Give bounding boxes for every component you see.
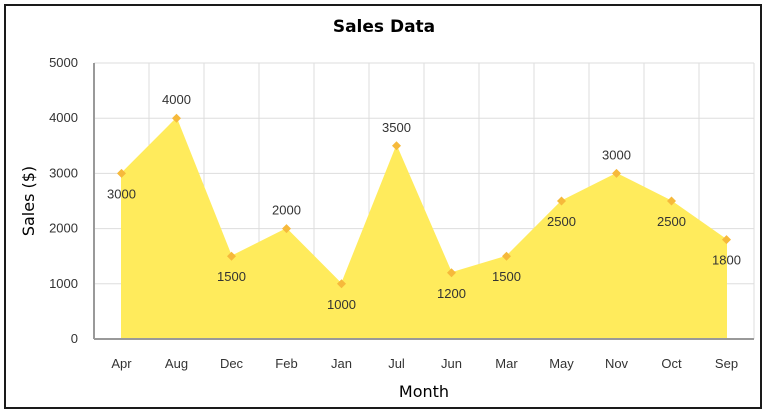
data-point-marker <box>667 196 676 206</box>
x-tick-label: Oct <box>661 356 682 371</box>
x-tick-label: Dec <box>220 356 244 371</box>
data-point-marker <box>172 113 181 123</box>
data-label: 4000 <box>162 92 191 107</box>
y-tick-label: 2000 <box>49 221 78 236</box>
y-tick-label: 0 <box>71 331 78 346</box>
x-tick-label: Jul <box>388 356 405 371</box>
y-tick-label: 4000 <box>49 110 78 125</box>
x-tick-label: Aug <box>165 356 188 371</box>
data-label: 1000 <box>327 297 356 312</box>
x-axis-title: Month <box>399 382 449 401</box>
y-axis-title: Sales ($) <box>19 166 38 236</box>
data-point-marker <box>392 141 401 151</box>
y-tick-label: 3000 <box>49 165 78 180</box>
data-point-marker <box>612 168 621 178</box>
data-point-marker <box>502 251 511 261</box>
y-tick-label: 1000 <box>49 276 78 291</box>
chart-title: Sales Data <box>332 17 436 37</box>
data-point-marker <box>722 235 731 245</box>
data-label: 3000 <box>602 147 631 162</box>
data-label: 2000 <box>272 203 301 218</box>
data-label: 3500 <box>382 120 411 135</box>
data-markers <box>117 113 731 289</box>
y-tick-labels: 0 1000 2000 3000 4000 5000 <box>49 55 78 346</box>
x-tick-label: Feb <box>275 356 297 371</box>
x-tick-label: Mar <box>495 356 518 371</box>
x-tick-label: Apr <box>111 356 132 371</box>
y-tick-label: 5000 <box>49 55 78 70</box>
data-label: 3000 <box>107 186 136 201</box>
data-label: 2500 <box>547 214 576 229</box>
data-point-marker <box>557 196 566 206</box>
data-point-marker <box>337 279 346 289</box>
x-tick-label: Nov <box>605 356 629 371</box>
axes <box>93 63 754 340</box>
data-label: 1500 <box>492 269 521 284</box>
data-label: 1800 <box>712 253 741 268</box>
data-point-marker <box>282 224 291 234</box>
x-tick-label: Sep <box>715 356 738 371</box>
x-tick-labels: Apr Aug Dec Feb Jan Jul Jun Mar May Nov Oct Sep <box>111 356 738 371</box>
data-point-marker <box>447 268 456 278</box>
data-label: 1200 <box>437 286 466 301</box>
x-tick-label: May <box>549 356 574 371</box>
data-label: 2500 <box>657 214 686 229</box>
data-point-marker <box>117 168 126 178</box>
x-tick-label: Jun <box>441 356 462 371</box>
data-point-marker <box>227 251 236 261</box>
data-label: 1500 <box>217 269 246 284</box>
x-tick-label: Jan <box>331 356 352 371</box>
data-labels: 3000 4000 1500 2000 1000 3500 1200 1500 2500 3000… <box>107 92 741 312</box>
